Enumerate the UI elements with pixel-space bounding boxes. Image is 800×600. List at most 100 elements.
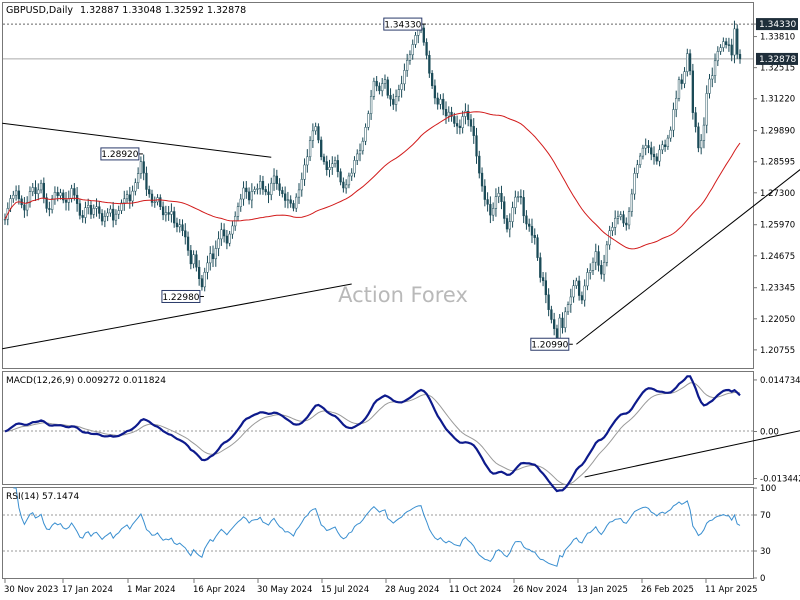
- candle-body: [672, 109, 675, 131]
- candle-body: [170, 211, 173, 215]
- candle-body: [738, 54, 742, 60]
- x-tick-label: 28 Aug 2024: [385, 585, 439, 595]
- candle-body: [422, 27, 425, 43]
- candle-body: [98, 206, 101, 214]
- candle-body: [250, 191, 253, 201]
- x-tick-label: 15 Jul 2024: [321, 585, 369, 595]
- rsi-axis-tick-label: 70: [760, 511, 771, 521]
- candle-body: [688, 53, 692, 72]
- candle-body: [461, 116, 464, 129]
- candle-body: [297, 189, 301, 198]
- candle-body: [639, 155, 642, 165]
- macd-signal-line: [4, 382, 741, 485]
- x-tick-label: 1 Mar 2024: [127, 585, 175, 595]
- candle-body: [439, 98, 442, 105]
- candle-body: [189, 250, 192, 265]
- candle-body: [256, 188, 259, 190]
- candle-body: [331, 163, 334, 168]
- candle-body: [478, 155, 481, 174]
- candle-body: [333, 160, 337, 165]
- candle-body: [455, 123, 459, 127]
- candle-body: [228, 233, 231, 244]
- candle-body: [62, 192, 65, 201]
- candle-body: [566, 304, 570, 313]
- candle-body: [619, 214, 622, 218]
- candle-body: [675, 97, 678, 110]
- price-axis-tick-label: 1.25970: [760, 221, 795, 231]
- candle-body: [45, 197, 48, 209]
- candle-body: [178, 224, 181, 228]
- candle-body: [536, 237, 539, 258]
- candle-body: [691, 70, 694, 113]
- current-price-tag-text: 1.32878: [759, 55, 796, 65]
- x-tick-label: 26 Feb 2025: [641, 585, 694, 595]
- candle-body: [572, 285, 575, 298]
- candle-body: [583, 285, 586, 301]
- candle-body: [686, 53, 689, 72]
- candle-body: [336, 160, 339, 172]
- candle-body: [75, 194, 79, 204]
- candle-body: [591, 261, 595, 271]
- price-trendline: [2, 283, 352, 350]
- candle-body: [561, 317, 564, 328]
- candle-body: [48, 208, 51, 210]
- moving-average-line: [4, 111, 741, 250]
- candle-body: [677, 79, 681, 99]
- candle-body: [59, 192, 62, 196]
- candle-body: [89, 205, 93, 215]
- candle-body: [705, 93, 708, 126]
- candle-body: [272, 175, 276, 184]
- chart-title: GBPUSD,Daily 1.32887 1.33048 1.32592 1.3…: [6, 5, 246, 16]
- candle-body: [605, 244, 609, 263]
- candle-body: [225, 235, 229, 244]
- macd-axis-tick-label: 0.00: [760, 428, 779, 438]
- candle-body: [192, 254, 195, 265]
- candle-body: [577, 280, 581, 296]
- candle-body: [231, 225, 234, 235]
- candle-body: [497, 193, 500, 197]
- candle-body: [261, 181, 265, 190]
- candle-body: [150, 193, 154, 203]
- candle-body: [669, 129, 672, 139]
- price-axis-tick-label: 1.24675: [760, 252, 795, 262]
- candle-body: [528, 223, 531, 227]
- candle-body: [553, 319, 556, 329]
- candle-body: [622, 214, 625, 224]
- candle-body: [51, 198, 54, 210]
- candle-body: [148, 189, 151, 195]
- candle-body: [575, 280, 578, 286]
- price-axis-tick-label: 1.27300: [760, 189, 795, 199]
- price-axis-tick-label: 1.20755: [760, 346, 795, 356]
- candle-body: [134, 182, 137, 192]
- candle-body: [589, 270, 592, 273]
- candle-body: [114, 213, 118, 221]
- candle-body: [14, 190, 18, 196]
- candle-body: [117, 210, 120, 215]
- candle-body: [353, 160, 356, 174]
- candle-body: [547, 294, 550, 310]
- price-trendline: [2, 122, 272, 158]
- candle-body: [389, 95, 392, 100]
- candle-body: [464, 110, 467, 117]
- candle-body: [625, 222, 628, 226]
- rsi-axis-tick-label: 30: [760, 547, 771, 557]
- candle-body: [306, 156, 309, 166]
- candle-body: [511, 207, 514, 222]
- candle-body: [544, 280, 547, 296]
- x-tick-label: 26 Nov 2024: [513, 585, 567, 595]
- candle-body: [311, 130, 315, 141]
- candle-body: [145, 172, 148, 190]
- candle-body: [611, 227, 614, 231]
- candle-body: [73, 188, 76, 196]
- current-price-tag: [756, 52, 798, 65]
- candle-body: [539, 257, 542, 278]
- candle-body: [120, 202, 123, 211]
- candle-body: [414, 35, 417, 45]
- candle-body: [408, 54, 412, 61]
- candle-body: [702, 124, 706, 141]
- candle-body: [278, 183, 281, 191]
- candle-body: [286, 199, 290, 201]
- candle-body: [200, 278, 204, 288]
- candle-body: [378, 85, 381, 92]
- candle-body: [328, 167, 331, 171]
